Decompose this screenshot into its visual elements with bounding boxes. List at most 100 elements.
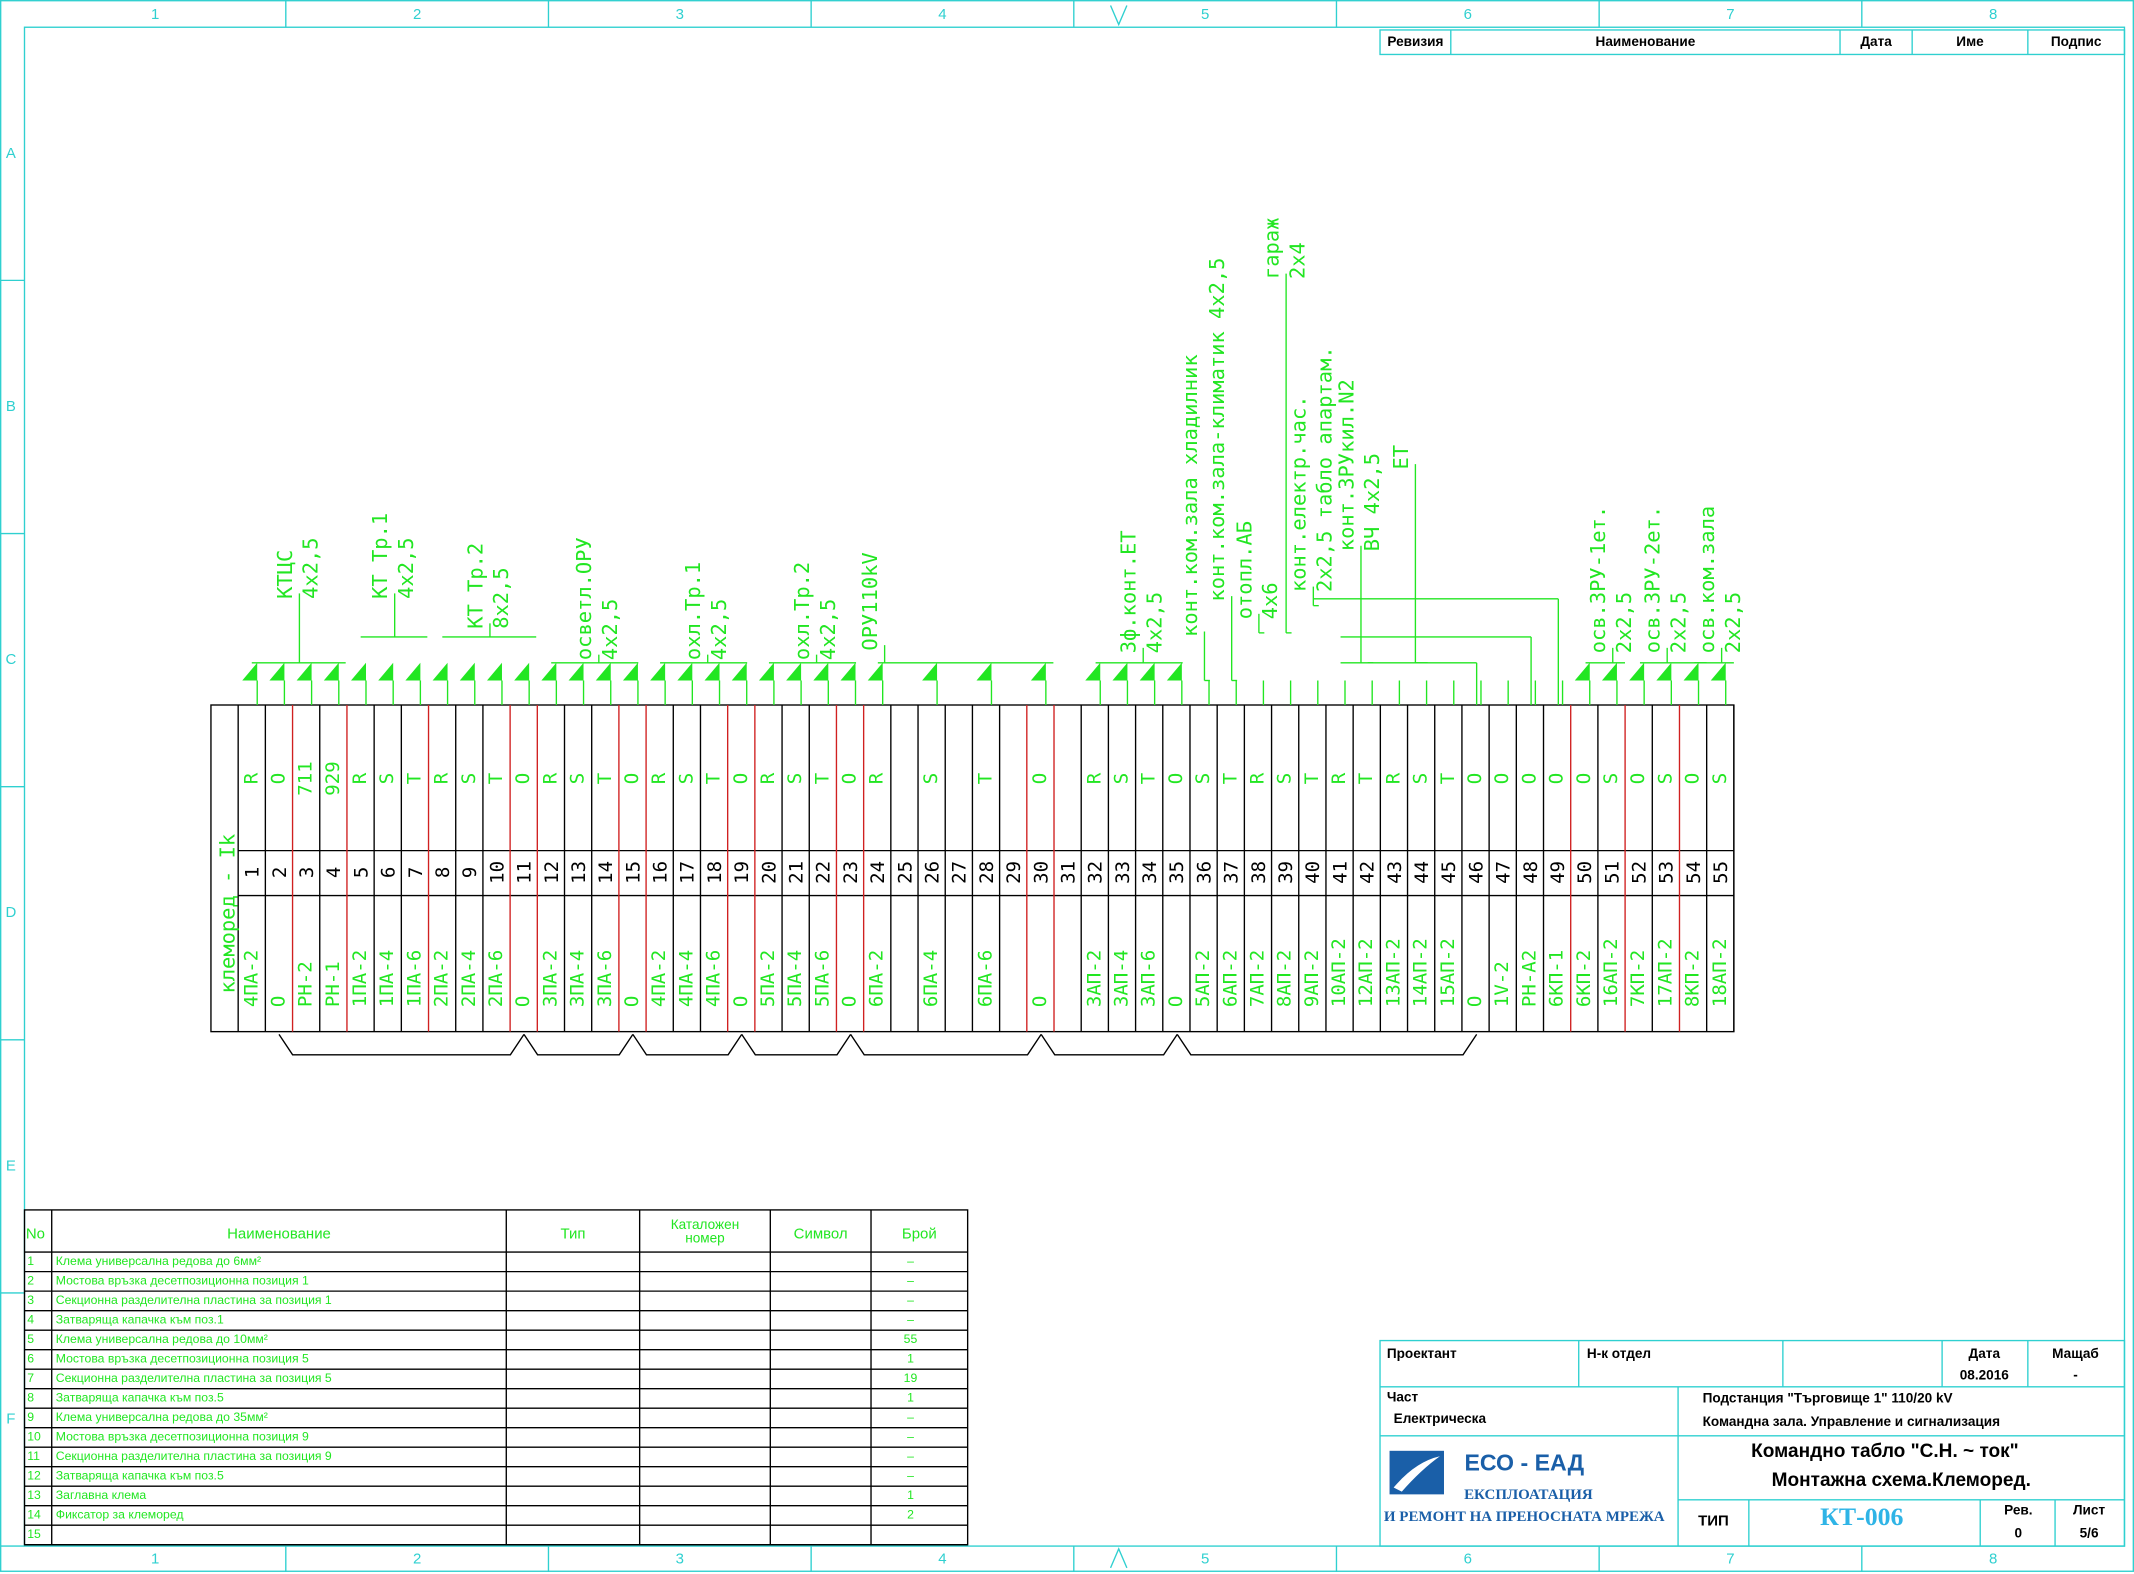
terminal-wire: 6КП-1 — [1546, 950, 1568, 1007]
table-cell: 11 — [27, 1449, 40, 1463]
terminal-marker — [1167, 663, 1182, 681]
terminal-number: 6 — [378, 867, 400, 878]
terminal-marker — [841, 663, 856, 681]
label: ЕКСПЛОАТАЦИЯ — [1464, 1487, 1593, 1503]
label: Лист — [2073, 1502, 2105, 1517]
revision-header-cell: Дата — [1860, 34, 1892, 49]
table-cell: 1 — [27, 1254, 34, 1268]
terminal-phase: O — [1682, 773, 1704, 784]
table-cell: 1 — [907, 1391, 914, 1405]
table-cell: Клема универсална редова до 10мм² — [56, 1332, 268, 1346]
terminal-phase: S — [1654, 773, 1676, 784]
terminal-marker — [1085, 663, 1100, 681]
terminal-marker — [650, 663, 665, 681]
terminal-phase: R — [1246, 772, 1268, 784]
terminal-wire: 8КП-2 — [1682, 950, 1704, 1007]
terminal-marker — [623, 663, 638, 681]
cable-label: 4x2,5 — [394, 537, 418, 598]
terminal-phase: T — [1138, 772, 1160, 784]
terminal-number: 7 — [405, 867, 427, 878]
cable-label: КТ Тр.2 — [463, 543, 487, 629]
table-cell: Мостова връзка десетпозиционна позиция 5 — [56, 1352, 309, 1366]
terminal-phase: O — [1029, 773, 1051, 784]
table-cell: – — [907, 1293, 914, 1307]
terminal-phase: O — [1546, 773, 1568, 784]
body: 1122334455667788ABCDEFРевизияНаименовани… — [0, 0, 2134, 1574]
terminal-phase: S — [376, 773, 398, 784]
terminal-marker — [976, 663, 991, 681]
terminal-wire: 6ПА-6 — [975, 950, 997, 1007]
table-cell: – — [907, 1469, 914, 1483]
label: Част — [1387, 1389, 1419, 1404]
terminal-phase: S — [567, 773, 589, 784]
label: ЕСО - ЕАД — [1465, 1450, 1585, 1476]
cable-label: 3ф.конт.ЕТ — [1117, 530, 1141, 653]
terminal-phase: O — [621, 773, 643, 784]
cable-label: конт.електр.час. — [1287, 395, 1311, 592]
cable-label: 2x2,5 — [1666, 592, 1690, 653]
column-label: 5 — [1201, 6, 1209, 23]
terminal-marker — [1656, 663, 1671, 681]
terminal-phase: O — [512, 773, 534, 784]
terminal-phase: O — [1627, 773, 1649, 784]
cable-label: 4x2,5 — [299, 537, 323, 598]
terminal-marker — [269, 663, 284, 681]
terminal-phase: R — [431, 772, 453, 784]
terminal-number: 18 — [704, 861, 726, 884]
row-label: B — [6, 398, 16, 415]
cable-label: 4x2,5 — [707, 599, 731, 660]
terminal-wire: 3АП-6 — [1138, 950, 1160, 1007]
cable-label: осветл.ОРУ — [572, 537, 596, 660]
terminal-number: 9 — [459, 867, 481, 878]
terminal-wire: 5АП-2 — [1192, 950, 1214, 1007]
label: И РЕМОНТ НА ПРЕНОСНАТА МРЕЖА — [1384, 1509, 1665, 1525]
terminal-phase: R — [1382, 772, 1404, 784]
terminal-wire: РН-1 — [322, 961, 344, 1007]
terminal-phase: R — [539, 772, 561, 784]
strip-title: клеморед - Ik — [216, 834, 240, 994]
terminal-phase: R — [240, 772, 262, 784]
column-label: 6 — [1464, 1551, 1472, 1568]
page: Клеморед { "frame": {"columns": ["1","2"… — [0, 0, 2134, 1574]
terminal-phase: R — [866, 772, 888, 784]
terminal-phase: T — [1301, 772, 1323, 784]
terminal-wire: 2ПА-6 — [485, 950, 507, 1007]
bridge — [279, 1034, 524, 1054]
cable-label: ЕТ — [1389, 445, 1413, 470]
terminal-number: 25 — [894, 861, 916, 884]
column-label: 1 — [151, 6, 159, 23]
drawing: 1122334455667788ABCDEFРевизияНаименовани… — [0, 0, 2134, 1574]
terminal-phase: R — [648, 772, 670, 784]
cable-label: охл.Тр.2 — [790, 562, 814, 660]
cable-label: 4x2,5 — [816, 599, 840, 660]
terminal-number: 28 — [976, 861, 998, 884]
bridge — [633, 1034, 742, 1054]
terminal-phase: 711 — [295, 761, 317, 795]
terminal-marker — [813, 663, 828, 681]
terminal-wire: 1ПА-4 — [376, 950, 398, 1007]
terminal-wire: РН-2 — [295, 961, 317, 1007]
terminal-phase: T — [485, 772, 507, 784]
terminal-phase: T — [1437, 772, 1459, 784]
table-cell: 7 — [27, 1371, 34, 1385]
center-mark — [1111, 5, 1127, 24]
terminal-wire: 7АП-2 — [1246, 950, 1268, 1007]
terminal-number: 54 — [1683, 861, 1705, 884]
table-cell: 4 — [27, 1313, 34, 1327]
column-label: 7 — [1726, 1551, 1734, 1568]
terminal-wire: O — [267, 996, 289, 1007]
terminal-wire: РН-А2 — [1518, 950, 1540, 1007]
bridge — [1177, 1034, 1476, 1054]
terminal-phase: T — [703, 772, 725, 784]
terminal-number: 32 — [1085, 861, 1107, 884]
terminal-number: 45 — [1438, 861, 1460, 884]
table-cell: – — [907, 1274, 914, 1288]
table-header: Каталоженномер — [671, 1216, 739, 1245]
terminal-phase: 929 — [322, 761, 344, 795]
table-cell: 15 — [27, 1527, 41, 1541]
revision-header-cell: Наименование — [1596, 34, 1696, 49]
cable-label: гараж — [1260, 218, 1284, 279]
terminal-wire: 14АП-2 — [1410, 938, 1432, 1007]
cable-label: 4x2,5 — [598, 599, 622, 660]
terminal-wire: 2ПА-2 — [431, 950, 453, 1007]
